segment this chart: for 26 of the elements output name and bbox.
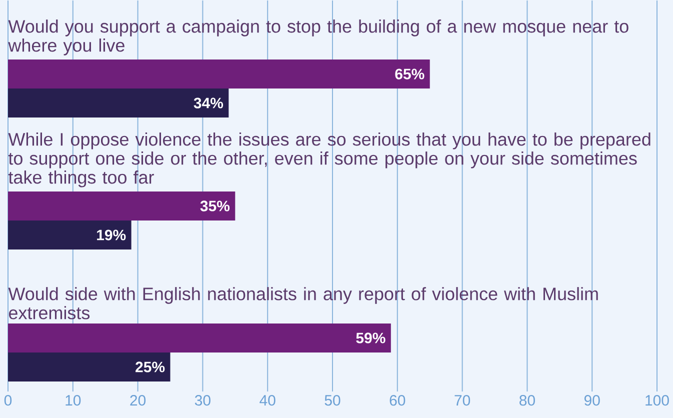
x-tick-label: 80 bbox=[520, 394, 535, 406]
x-tick-label: 0 bbox=[4, 394, 12, 406]
y-tick-label: While I oppose violence the issues are so serious that you have to be prepared to support one side or the other, even if some people on your side sometimes take things too far bbox=[8, 132, 650, 188]
x-tick-label: 60 bbox=[390, 394, 406, 406]
x-tick-label: 20 bbox=[130, 394, 146, 406]
x-tick-label: 10 bbox=[66, 394, 81, 406]
x-tick-label: 50 bbox=[324, 394, 340, 406]
data-label: 65% bbox=[395, 68, 424, 80]
data-label: 25% bbox=[136, 361, 165, 372]
y-tick-label: Would side with English nationalists in any report of violence with Muslim extremists bbox=[8, 286, 598, 320]
data-label: 59% bbox=[356, 332, 386, 344]
bar bbox=[8, 88, 229, 118]
y-tick-label: Would you support a campaign to stop the building of a new mosque near to where you live bbox=[8, 19, 628, 56]
bar bbox=[8, 220, 132, 250]
data-label: 35% bbox=[200, 200, 230, 212]
x-tick-label: 40 bbox=[260, 394, 276, 406]
x-tick-label: 90 bbox=[584, 394, 600, 406]
bar bbox=[8, 59, 430, 88]
x-tick-label: 30 bbox=[194, 394, 210, 406]
data-label: 19% bbox=[97, 229, 126, 240]
data-label: 34% bbox=[194, 97, 224, 108]
bar bbox=[8, 191, 236, 220]
bar bbox=[8, 352, 170, 382]
bar bbox=[8, 323, 391, 352]
x-tick-label: 70 bbox=[454, 394, 470, 406]
x-tick-label: 100 bbox=[646, 394, 669, 406]
